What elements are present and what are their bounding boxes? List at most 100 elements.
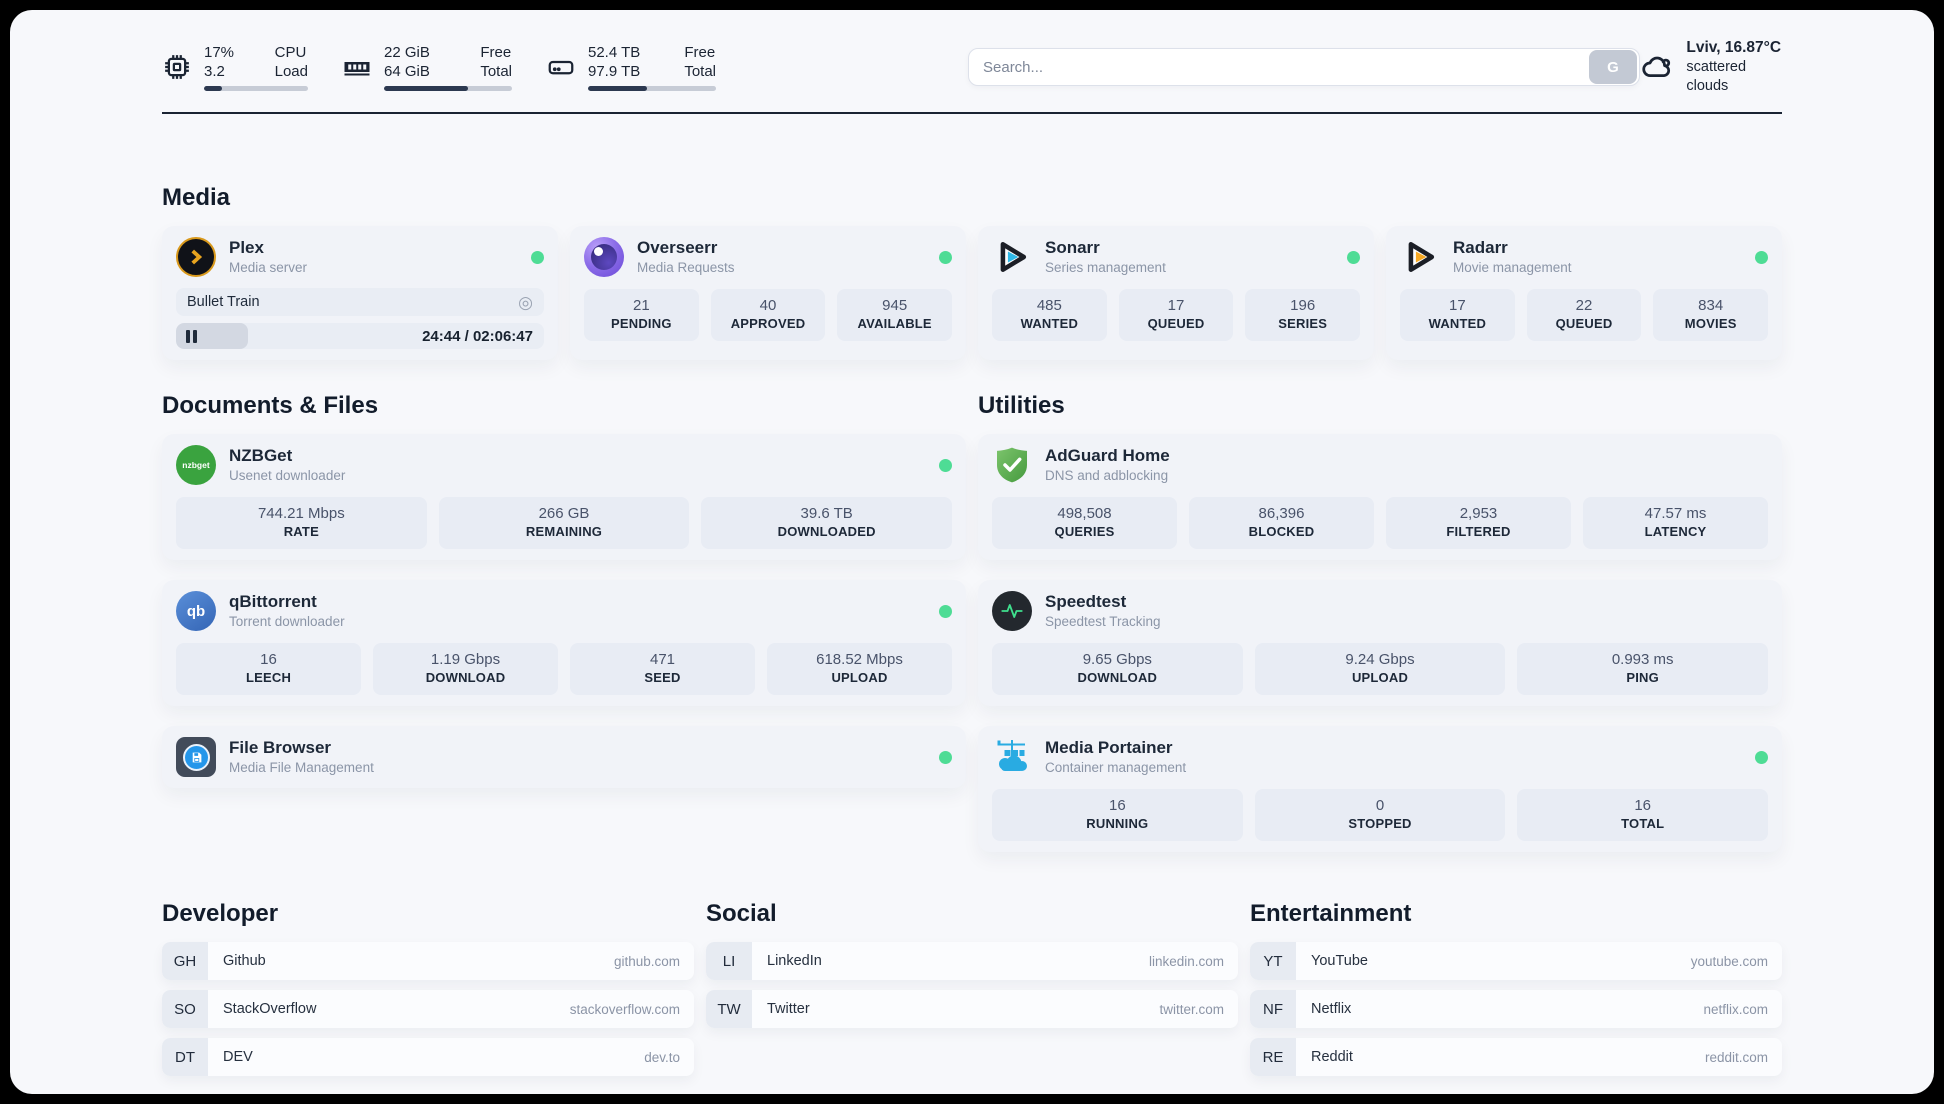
app-card-adguard[interactable]: AdGuard Home DNS and adblocking 498,508 … bbox=[978, 434, 1782, 560]
stat-box-rate: 744.21 Mbps RATE bbox=[176, 497, 427, 549]
cpu-load-value: 3.2 bbox=[204, 63, 225, 80]
status-online-dot bbox=[939, 750, 952, 764]
ram-progress-bar bbox=[384, 86, 512, 91]
status-online-dot bbox=[531, 250, 544, 264]
stat-box-leech: 16 LEECH bbox=[176, 643, 361, 695]
stat-label: QUERIES bbox=[1054, 524, 1115, 539]
bookmark-github[interactable]: GH Github github.com bbox=[162, 942, 694, 980]
bookmark-url: github.com bbox=[613, 953, 680, 969]
bookmark-stackoverflow[interactable]: SO StackOverflow stackoverflow.com bbox=[162, 990, 694, 1028]
bookmark-twitter[interactable]: TW Twitter twitter.com bbox=[706, 990, 1238, 1028]
status-online-dot bbox=[939, 604, 952, 618]
stat-label: FILTERED bbox=[1446, 524, 1511, 539]
app-description: Torrent downloader bbox=[229, 614, 345, 629]
speedtest-icon bbox=[992, 591, 1032, 631]
ram-free-value: 22 GiB bbox=[384, 44, 430, 61]
ram-stat: 22 GiB 64 GiB Free Total bbox=[342, 43, 512, 91]
app-card-radarr[interactable]: Radarr Movie management 17 WANTED 22 QUE… bbox=[1386, 226, 1782, 360]
app-name: qBittorrent bbox=[229, 592, 317, 611]
section-title-utilities: Utilities bbox=[978, 392, 1065, 419]
app-description: Media Requests bbox=[637, 260, 735, 275]
playback-progress-bar[interactable]: 24:44 / 02:06:47 bbox=[176, 323, 544, 349]
stat-box-running: 16 RUNNING bbox=[992, 789, 1243, 841]
stat-value: 39.6 TB bbox=[800, 505, 853, 522]
ram-total-label: Total bbox=[480, 63, 512, 80]
stat-value: 17 bbox=[1448, 297, 1466, 314]
bookmark-netflix[interactable]: NF Netflix netflix.com bbox=[1250, 990, 1782, 1028]
search-engine-button[interactable]: G bbox=[1588, 50, 1637, 84]
disk-total-value: 97.9 TB bbox=[588, 63, 641, 80]
weather-widget: Lviv, 16.87°C scattered clouds bbox=[1640, 38, 1782, 96]
stat-label: BLOCKED bbox=[1248, 524, 1315, 539]
disk-icon bbox=[548, 60, 574, 75]
stat-label: DOWNLOAD bbox=[1077, 670, 1158, 685]
stat-value: 16 bbox=[260, 651, 277, 668]
status-online-dot bbox=[1755, 250, 1768, 264]
ram-total-value: 64 GiB bbox=[384, 63, 430, 80]
app-card-portainer[interactable]: Media Portainer Container management 16 … bbox=[978, 726, 1782, 852]
bookmark-name: Reddit bbox=[1311, 1049, 1353, 1065]
bookmark-url: dev.to bbox=[644, 1049, 680, 1065]
pause-button[interactable] bbox=[186, 323, 197, 349]
search-bar: G bbox=[968, 48, 1640, 86]
media-card-grid: Plex Media server Bullet Train ◎ 24:44 /… bbox=[162, 226, 1782, 360]
stat-value: 40 bbox=[759, 297, 777, 314]
app-description: DNS and adblocking bbox=[1045, 468, 1169, 483]
system-stats: 17% 3.2 CPU Load bbox=[162, 43, 716, 91]
app-description: Usenet downloader bbox=[229, 468, 346, 483]
app-name: Overseerr bbox=[637, 238, 718, 257]
top-bar: 17% 3.2 CPU Load bbox=[162, 39, 1782, 94]
app-card-overseerr[interactable]: Overseerr Media Requests 21 PENDING 40 A… bbox=[570, 226, 966, 360]
portainer-icon bbox=[992, 737, 1032, 777]
stat-label: STOPPED bbox=[1348, 816, 1412, 831]
dashboard-panel: 17% 3.2 CPU Load bbox=[10, 10, 1934, 1094]
app-name: Radarr bbox=[1453, 238, 1508, 257]
stat-value: 21 bbox=[632, 297, 650, 314]
bookmark-abbr: NF bbox=[1250, 990, 1296, 1028]
app-card-qbittorrent[interactable]: qb qBittorrent Torrent downloader 16 LEE… bbox=[162, 580, 966, 706]
stat-label: TOTAL bbox=[1621, 816, 1665, 831]
app-card-plex[interactable]: Plex Media server Bullet Train ◎ 24:44 /… bbox=[162, 226, 558, 360]
bookmark-url: linkedin.com bbox=[1148, 953, 1224, 969]
app-card-speedtest[interactable]: Speedtest Speedtest Tracking 9.65 Gbps D… bbox=[978, 580, 1782, 706]
stat-value: 485 bbox=[1036, 297, 1062, 314]
disk-progress-bar bbox=[588, 86, 716, 91]
stat-label: DOWNLOADED bbox=[777, 524, 876, 539]
app-description: Speedtest Tracking bbox=[1045, 614, 1161, 629]
stat-label: AVAILABLE bbox=[857, 316, 932, 331]
cpu-percent: 17% bbox=[204, 44, 235, 61]
stat-label: SEED bbox=[644, 670, 681, 685]
stat-value: 0.993 ms bbox=[1611, 651, 1674, 668]
cpu-icon bbox=[165, 55, 189, 79]
app-card-sonarr[interactable]: Sonarr Series management 485 WANTED 17 Q… bbox=[978, 226, 1374, 360]
disk-total-label: Total bbox=[684, 63, 716, 80]
bookmark-dev[interactable]: DT DEV dev.to bbox=[162, 1038, 694, 1076]
search-input[interactable] bbox=[969, 49, 1587, 85]
bookmark-reddit[interactable]: RE Reddit reddit.com bbox=[1250, 1038, 1782, 1076]
app-card-nzbget[interactable]: nzbget NZBGet Usenet downloader 744.21 M… bbox=[162, 434, 966, 560]
bookmark-group-entertainment: Entertainment YT YouTube youtube.com NF … bbox=[1250, 900, 1782, 1076]
stat-value: 9.24 Gbps bbox=[1345, 651, 1415, 668]
stat-value: 86,396 bbox=[1258, 505, 1305, 522]
bookmark-linkedin[interactable]: LI LinkedIn linkedin.com bbox=[706, 942, 1238, 980]
stat-box-filtered: 2,953 FILTERED bbox=[1386, 497, 1571, 549]
cpu-stat: 17% 3.2 CPU Load bbox=[162, 43, 308, 91]
header-divider bbox=[162, 112, 1782, 114]
stat-box-wanted: 485 WANTED bbox=[992, 289, 1107, 341]
app-name: AdGuard Home bbox=[1045, 446, 1170, 465]
stat-value: 22 bbox=[1575, 297, 1593, 314]
stat-label: UPLOAD bbox=[1351, 670, 1409, 685]
bookmark-url: twitter.com bbox=[1159, 1001, 1224, 1017]
stat-label: PING bbox=[1626, 670, 1659, 685]
status-online-dot bbox=[939, 250, 952, 264]
stat-label: SERIES bbox=[1278, 316, 1328, 331]
stat-value: 16 bbox=[1634, 797, 1652, 814]
section-title-documents: Documents & Files bbox=[162, 392, 379, 419]
stat-box-approved: 40 APPROVED bbox=[710, 289, 826, 341]
app-card-filebrowser[interactable]: File Browser Media File Management bbox=[162, 726, 966, 788]
stat-label: RUNNING bbox=[1086, 816, 1149, 831]
bookmark-youtube[interactable]: YT YouTube youtube.com bbox=[1250, 942, 1782, 980]
now-playing-row: Bullet Train ◎ bbox=[176, 288, 544, 316]
ram-icon bbox=[344, 62, 370, 76]
cpu-load-label: Load bbox=[274, 63, 308, 80]
